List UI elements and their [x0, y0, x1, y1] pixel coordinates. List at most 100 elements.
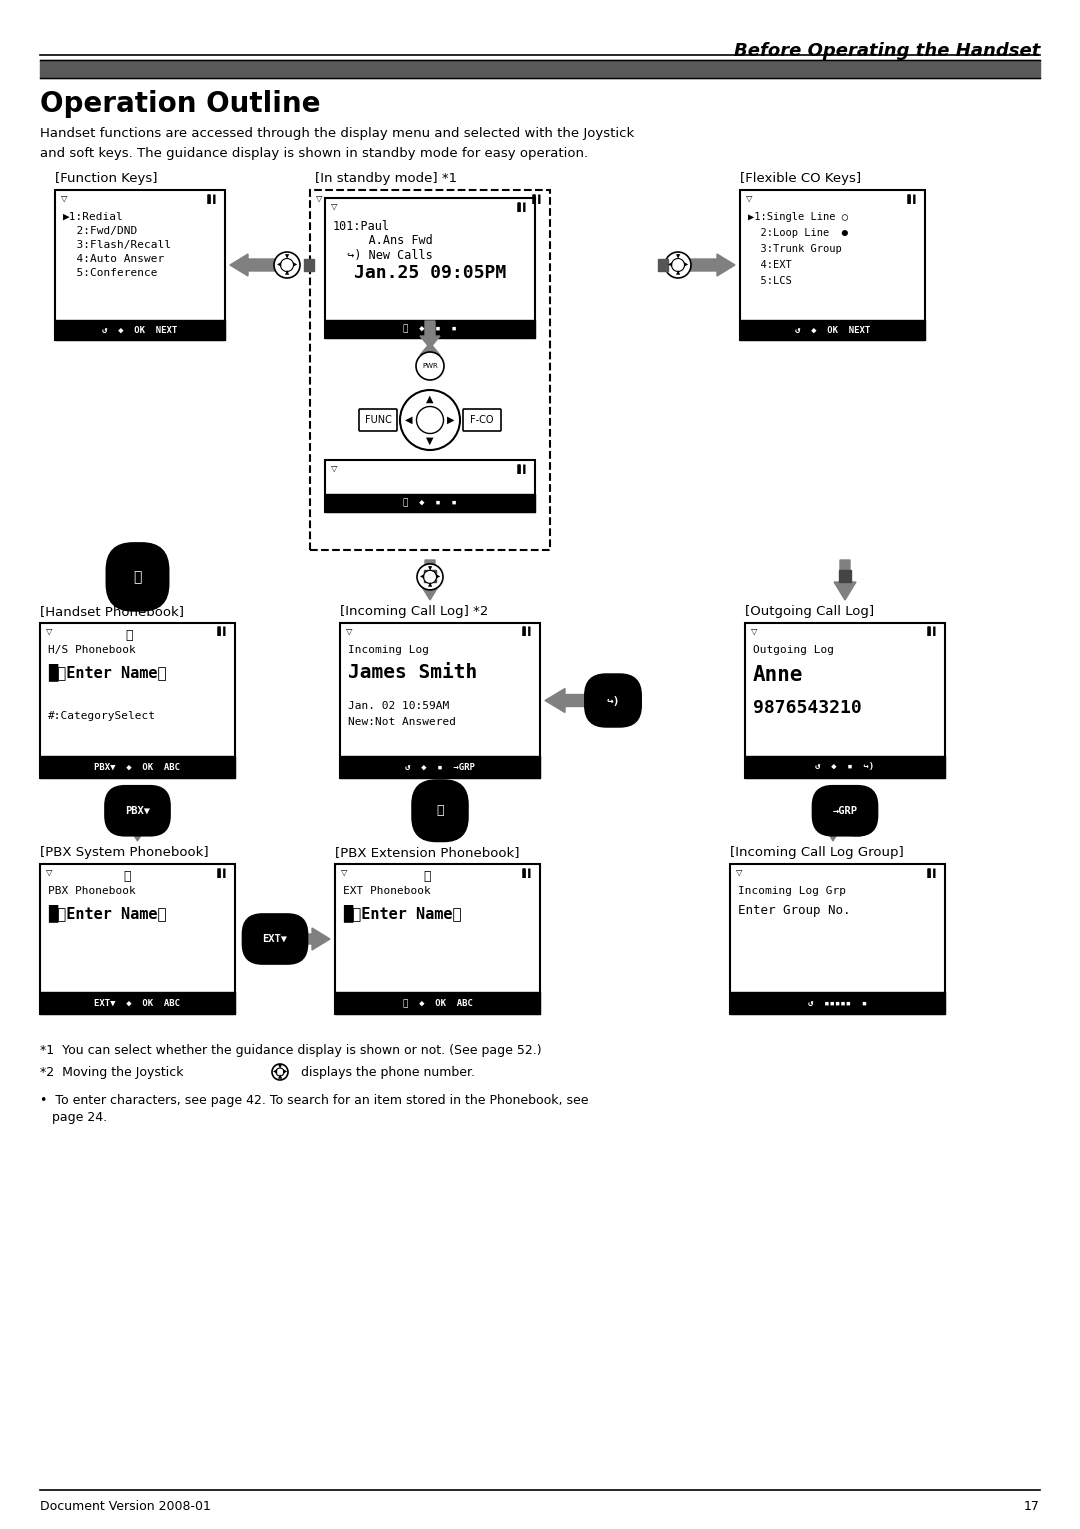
Polygon shape	[420, 342, 440, 365]
Text: 📖  ◆  ▪  ▪: 📖 ◆ ▪ ▪	[403, 324, 457, 333]
Polygon shape	[126, 560, 149, 599]
Text: and soft keys. The guidance display is shown in standby mode for easy operation.: and soft keys. The guidance display is s…	[40, 147, 589, 161]
Text: ▐▌▌: ▐▌▌	[515, 463, 529, 474]
Text: ▐▌▌: ▐▌▌	[521, 627, 534, 636]
Text: [PBX System Phonebook]: [PBX System Phonebook]	[40, 846, 208, 859]
Polygon shape	[230, 254, 293, 277]
Text: 2:Loop Line  ●: 2:Loop Line ●	[748, 228, 848, 239]
Text: ▐▌▌: ▐▌▌	[205, 194, 219, 203]
Text: ▶: ▶	[684, 263, 688, 268]
Text: [Flexible CO Keys]: [Flexible CO Keys]	[740, 171, 861, 185]
Text: ↺  ◆  OK  NEXT: ↺ ◆ OK NEXT	[795, 326, 870, 335]
Text: ▐▌▌: ▐▌▌	[530, 194, 544, 203]
Polygon shape	[252, 928, 330, 950]
Text: ▐▌▌: ▐▌▌	[926, 868, 939, 878]
Text: A.Ans Fwd: A.Ans Fwd	[333, 234, 433, 248]
Text: ◀: ◀	[405, 414, 413, 425]
Polygon shape	[824, 790, 842, 841]
Text: Incoming Log: Incoming Log	[348, 645, 429, 654]
Bar	[745, 755, 945, 778]
Text: ▽: ▽	[316, 194, 323, 203]
Text: [Handset Phonebook]: [Handset Phonebook]	[40, 605, 184, 618]
Polygon shape	[420, 321, 440, 349]
Text: Incoming Log Grp: Incoming Log Grp	[738, 885, 846, 896]
Bar	[303, 258, 314, 271]
Text: →GRP: →GRP	[833, 806, 858, 816]
FancyBboxPatch shape	[463, 408, 501, 431]
Polygon shape	[419, 560, 441, 599]
Circle shape	[274, 252, 300, 278]
Text: F-CO: F-CO	[470, 414, 494, 425]
Text: Anne: Anne	[753, 665, 804, 685]
Text: █〈Enter Name〉: █〈Enter Name〉	[48, 904, 166, 922]
Text: [Incoming Call Log Group]: [Incoming Call Log Group]	[730, 846, 904, 859]
Text: •  To enter characters, see page 42. To search for an item stored in the Phonebo: • To enter characters, see page 42. To s…	[40, 1095, 589, 1107]
Bar	[424, 570, 436, 583]
Text: *1  You can select whether the guidance display is shown or not. (See page 52.): *1 You can select whether the guidance d…	[40, 1044, 542, 1057]
Text: ▶1:Single Line ○: ▶1:Single Line ○	[748, 213, 848, 222]
Text: displays the phone number.: displays the phone number.	[297, 1066, 475, 1079]
FancyBboxPatch shape	[359, 408, 397, 431]
Text: ↺  ◆  OK  NEXT: ↺ ◆ OK NEXT	[103, 326, 177, 335]
Bar	[340, 622, 540, 778]
Text: Jan.25 09:05PM: Jan.25 09:05PM	[354, 265, 507, 281]
Text: 📖: 📖	[423, 870, 431, 884]
Text: ↪) New Calls: ↪) New Calls	[333, 249, 433, 261]
Bar	[325, 494, 535, 512]
Bar	[40, 622, 235, 778]
Circle shape	[423, 570, 436, 584]
Text: ▽: ▽	[735, 868, 743, 878]
Text: ↺  ◆  ▪  ↪): ↺ ◆ ▪ ↪)	[815, 763, 875, 772]
Text: 3:Flash/Recall: 3:Flash/Recall	[63, 240, 171, 251]
Text: PBX▼  ◆  OK  ABC: PBX▼ ◆ OK ABC	[95, 763, 180, 772]
Text: ▐▌▌: ▐▌▌	[521, 868, 534, 878]
Text: ↺  ◆  ▪  →GRP: ↺ ◆ ▪ →GRP	[405, 763, 475, 772]
Text: Document Version 2008-01: Document Version 2008-01	[40, 1500, 211, 1514]
Text: ▽: ▽	[746, 194, 753, 203]
Bar	[55, 190, 225, 339]
Circle shape	[400, 390, 460, 450]
Bar	[325, 197, 535, 338]
Text: ▶: ▶	[293, 263, 297, 268]
Circle shape	[665, 252, 691, 278]
Text: ◀: ◀	[669, 263, 673, 268]
Bar	[40, 992, 235, 1014]
Text: ▐▌▌: ▐▌▌	[215, 627, 229, 636]
Text: ▽: ▽	[751, 627, 757, 636]
Text: 4:EXT: 4:EXT	[748, 260, 792, 271]
Bar	[310, 190, 550, 550]
Bar	[325, 320, 535, 338]
Text: PWR: PWR	[422, 362, 437, 368]
Text: ▽: ▽	[330, 463, 337, 472]
Text: ▼: ▼	[428, 567, 432, 572]
Polygon shape	[126, 787, 149, 841]
Text: 📖: 📖	[125, 628, 133, 642]
Text: ▲: ▲	[278, 1075, 282, 1079]
Polygon shape	[834, 560, 856, 599]
Text: ▲: ▲	[285, 271, 289, 275]
Text: [Outgoing Call Log]: [Outgoing Call Log]	[745, 605, 874, 618]
Text: ◀: ◀	[420, 575, 424, 579]
Text: 9876543210: 9876543210	[753, 699, 862, 717]
Text: page 24.: page 24.	[40, 1112, 107, 1124]
Circle shape	[281, 258, 294, 272]
Bar	[340, 755, 540, 778]
Text: ▐▌▌: ▐▌▌	[926, 627, 939, 636]
Text: EXT Phonebook: EXT Phonebook	[343, 885, 431, 896]
Text: Outgoing Log: Outgoing Log	[753, 645, 834, 654]
Text: ▐▌▌: ▐▌▌	[215, 868, 229, 878]
Text: 📖: 📖	[124, 870, 132, 884]
Text: █〈Enter Name〉: █〈Enter Name〉	[48, 664, 166, 680]
Bar	[40, 60, 1040, 78]
Polygon shape	[848, 786, 866, 836]
Text: *2  Moving the Joystick: *2 Moving the Joystick	[40, 1066, 188, 1079]
Text: ▐▌▌: ▐▌▌	[515, 202, 529, 211]
Text: 3:Trunk Group: 3:Trunk Group	[748, 245, 841, 254]
Text: EXT▼  ◆  OK  ABC: EXT▼ ◆ OK ABC	[95, 998, 180, 1008]
Circle shape	[417, 407, 444, 434]
Text: 17: 17	[1024, 1500, 1040, 1514]
Bar	[335, 992, 540, 1014]
Text: ▼: ▼	[285, 255, 289, 260]
Text: ◀: ◀	[273, 1069, 278, 1075]
Text: EXT▼: EXT▼	[262, 934, 287, 943]
